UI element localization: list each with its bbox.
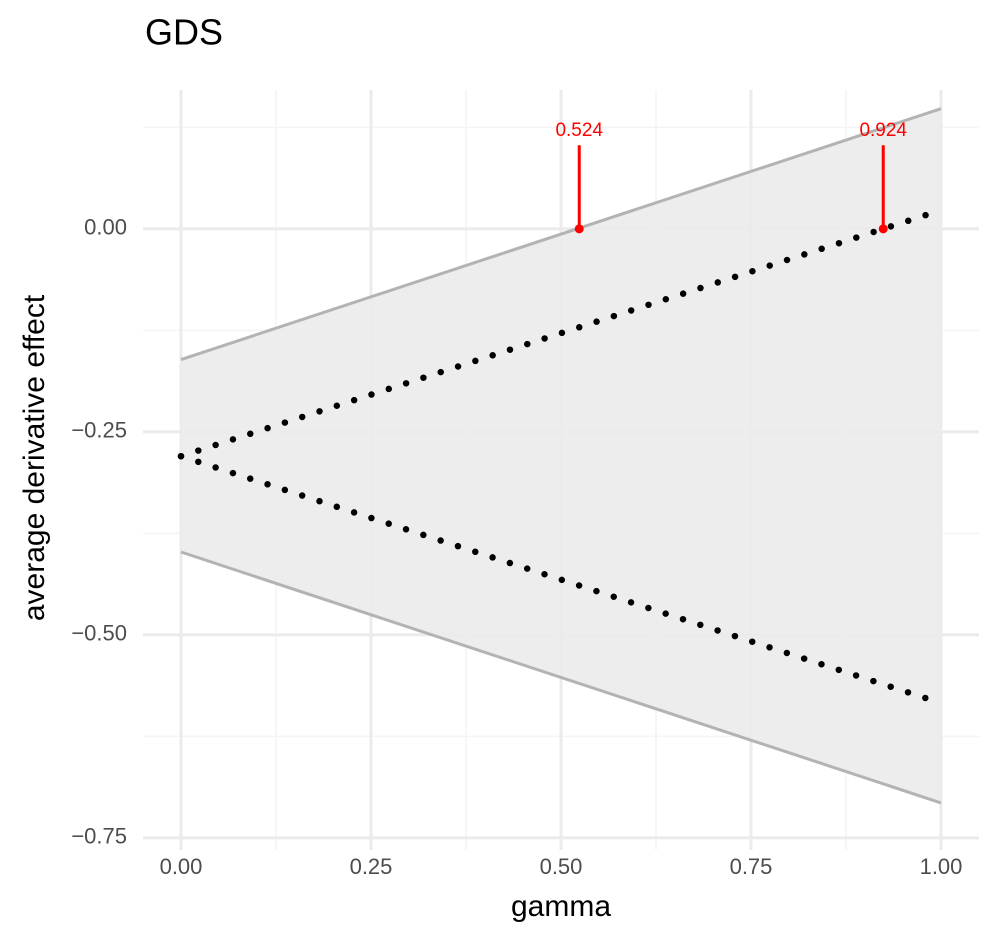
y-tick-label: −0.75	[71, 824, 127, 849]
y-tick-label: −0.25	[71, 418, 127, 443]
chart-title: GDS	[145, 12, 223, 53]
ribbon-edge	[180, 550, 942, 805]
y-tick-label: 0.00	[84, 215, 127, 240]
annotation-point	[574, 224, 584, 234]
annotation-label: 0.524	[555, 120, 603, 141]
dotted-line	[177, 452, 945, 707]
x-tick-label: 1.00	[920, 854, 963, 879]
y-axis-label: average derivative effect	[18, 294, 51, 621]
x-axis-label: gamma	[511, 890, 611, 923]
x-tick-label: 0.75	[730, 854, 773, 879]
x-tick-label: 0.50	[540, 854, 583, 879]
dotted-line	[177, 206, 945, 460]
x-tick-label: 0.00	[160, 854, 203, 879]
ribbon	[181, 108, 941, 803]
y-tick-label: −0.50	[71, 621, 127, 646]
annotation-label: 0.924	[859, 120, 907, 141]
ribbon-edge	[180, 107, 942, 361]
x-tick-label: 0.25	[350, 854, 393, 879]
annotation-point	[878, 224, 888, 234]
